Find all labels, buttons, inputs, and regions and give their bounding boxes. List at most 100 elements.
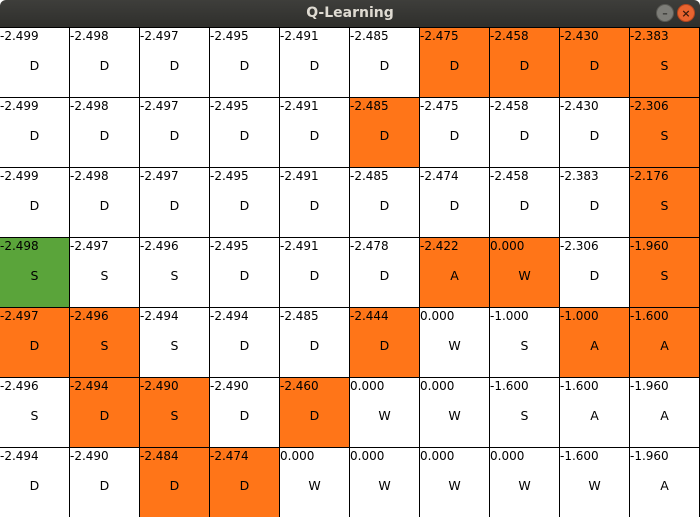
grid-cell: -2.306 S xyxy=(630,98,700,168)
grid-cell: -2.444 D xyxy=(350,308,420,378)
title-bar[interactable]: Q-Learning – × xyxy=(0,0,700,27)
grid-cell: -2.491 D xyxy=(280,238,350,308)
cell-value: -1.600 xyxy=(490,379,529,393)
cell-action: D xyxy=(99,408,110,423)
cell-value: -1.960 xyxy=(630,449,669,463)
grid-cell: -2.497 D xyxy=(0,308,70,378)
cell-action: D xyxy=(449,128,460,143)
cell-action: W xyxy=(518,478,531,493)
grid-cell: -2.494 D xyxy=(70,378,140,448)
cell-action: D xyxy=(99,198,110,213)
grid-cell: -2.490 D xyxy=(210,378,280,448)
grid-cell: -2.458 D xyxy=(490,28,560,98)
cell-action: S xyxy=(170,338,179,353)
cell-action: S xyxy=(170,268,179,283)
cell-value: -2.306 xyxy=(560,239,599,253)
grid-cell: 0.000 W xyxy=(420,308,490,378)
cell-value: -2.496 xyxy=(70,309,109,323)
cell-action: D xyxy=(169,198,180,213)
cell-action: D xyxy=(239,128,250,143)
cell-action: D xyxy=(309,268,320,283)
cell-value: -2.497 xyxy=(0,309,39,323)
minimize-icon: – xyxy=(662,7,668,20)
cell-action: D xyxy=(379,198,390,213)
grid-cell: -2.497 D xyxy=(140,28,210,98)
cell-value: -2.306 xyxy=(630,99,669,113)
cell-action: D xyxy=(99,478,110,493)
cell-action: D xyxy=(589,128,600,143)
cell-value: -2.475 xyxy=(420,29,459,43)
grid-cell: -2.490 S xyxy=(140,378,210,448)
cell-action: D xyxy=(309,198,320,213)
grid-cell: -2.474 D xyxy=(420,168,490,238)
cell-value: -2.485 xyxy=(350,99,389,113)
cell-action: S xyxy=(520,408,529,423)
grid-cell: -1.600 S xyxy=(490,378,560,448)
grid-cell: 0.000 W xyxy=(490,448,560,517)
cell-action: D xyxy=(309,128,320,143)
cell-action: D xyxy=(379,268,390,283)
cell-action: A xyxy=(660,408,669,423)
grid-cell: -2.496 S xyxy=(140,238,210,308)
close-icon: × xyxy=(681,7,691,20)
grid-cell: -2.498 S xyxy=(0,238,70,308)
cell-action: D xyxy=(519,198,530,213)
cell-action: D xyxy=(239,338,250,353)
cell-action: A xyxy=(590,338,599,353)
grid-cell: 0.000 W xyxy=(420,448,490,517)
cell-value: -2.498 xyxy=(0,239,39,253)
window-title: Q-Learning xyxy=(306,5,394,21)
grid-cell: -1.600 A xyxy=(560,378,630,448)
cell-value: -1.960 xyxy=(630,239,669,253)
grid-cell: -1.960 A xyxy=(630,378,700,448)
cell-value: 0.000 xyxy=(420,379,455,393)
cell-action: D xyxy=(99,58,110,73)
cell-action: D xyxy=(309,58,320,73)
cell-value: -1.600 xyxy=(630,309,669,323)
cell-value: -2.485 xyxy=(350,29,389,43)
minimize-button[interactable]: – xyxy=(656,4,674,22)
grid-cell: -2.498 D xyxy=(70,168,140,238)
cell-value: -1.600 xyxy=(560,379,599,393)
cell-value: -2.474 xyxy=(420,169,459,183)
grid-cell: -2.383 S xyxy=(630,28,700,98)
cell-action: D xyxy=(449,198,460,213)
cell-action: D xyxy=(29,478,40,493)
cell-value: -2.499 xyxy=(0,99,39,113)
cell-action: D xyxy=(239,198,250,213)
grid-cell: -2.458 D xyxy=(490,98,560,168)
cell-value: -2.485 xyxy=(350,169,389,183)
grid-cell: 0.000 W xyxy=(280,448,350,517)
cell-value: 0.000 xyxy=(420,309,455,323)
grid-cell: -2.498 D xyxy=(70,98,140,168)
grid-cell: -2.474 D xyxy=(210,448,280,517)
cell-action: S xyxy=(520,338,529,353)
grid-cell: -2.497 S xyxy=(70,238,140,308)
cell-action: W xyxy=(448,408,461,423)
grid-cell: -2.478 D xyxy=(350,238,420,308)
cell-value: -2.491 xyxy=(280,29,319,43)
cell-value: 0.000 xyxy=(350,379,385,393)
cell-action: W xyxy=(588,478,601,493)
grid-cell: -2.485 D xyxy=(280,308,350,378)
grid-cell: -2.499 D xyxy=(0,168,70,238)
cell-action: W xyxy=(308,478,321,493)
grid-cell: -2.497 D xyxy=(140,168,210,238)
cell-action: D xyxy=(29,338,40,353)
cell-action: D xyxy=(449,58,460,73)
cell-value: -2.496 xyxy=(140,239,179,253)
grid-cell: -2.430 D xyxy=(560,28,630,98)
close-button[interactable]: × xyxy=(677,4,695,22)
grid-cell: -2.460 D xyxy=(280,378,350,448)
cell-action: D xyxy=(519,58,530,73)
cell-action: S xyxy=(660,268,669,283)
cell-value: -2.458 xyxy=(490,99,529,113)
cell-value: -2.494 xyxy=(140,309,179,323)
grid-cell: -1.960 A xyxy=(630,448,700,517)
grid-cell: -1.600 A xyxy=(630,308,700,378)
cell-value: -2.484 xyxy=(140,449,179,463)
grid-cell: -2.484 D xyxy=(140,448,210,517)
cell-value: -2.490 xyxy=(70,449,109,463)
cell-action: D xyxy=(379,58,390,73)
grid-cell: -2.495 D xyxy=(210,238,280,308)
